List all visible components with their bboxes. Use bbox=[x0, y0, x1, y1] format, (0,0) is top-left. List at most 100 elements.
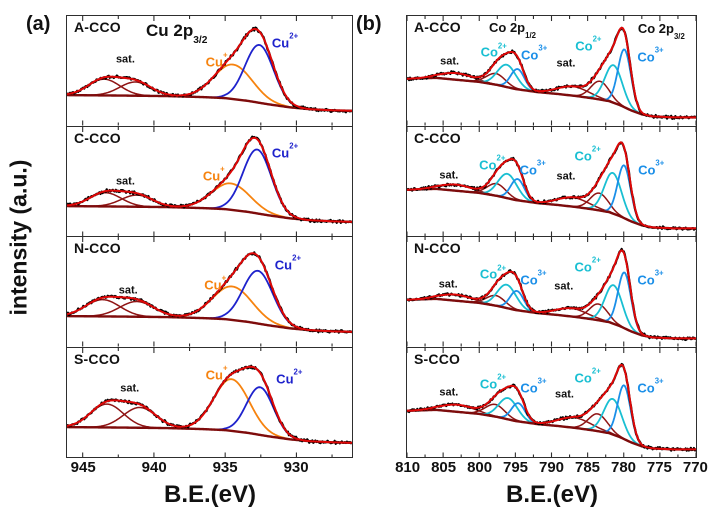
spectrum-svg bbox=[67, 126, 352, 236]
satellite-label: sat. bbox=[120, 382, 140, 395]
sample-label: N-CCO bbox=[74, 240, 121, 256]
x-tick-label: 810 bbox=[395, 459, 421, 476]
x-tick-label: 775 bbox=[646, 459, 672, 476]
satellite-peak-curve bbox=[407, 298, 696, 340]
co2-plus-label: Co2+ bbox=[480, 40, 507, 61]
satellite-label: sat. bbox=[555, 388, 574, 401]
x-tick-label: 785 bbox=[574, 459, 601, 476]
cu-plus-label: Cu+ bbox=[205, 363, 228, 383]
background-curve bbox=[407, 187, 696, 230]
co2-plus-label: Co2+ bbox=[479, 372, 507, 392]
satellite-peak-curve bbox=[407, 294, 696, 340]
axis-ticks bbox=[82, 16, 333, 126]
axis-ticks bbox=[407, 126, 696, 236]
x-axis-label-a: B.E.(eV) bbox=[163, 481, 257, 508]
region-title-co2p32: Co 2p3/2 bbox=[637, 20, 685, 41]
satellite-label: sat. bbox=[118, 284, 138, 297]
fit-envelope-curve bbox=[407, 140, 696, 229]
experimental-data-curve bbox=[67, 251, 352, 334]
axis-ticks bbox=[82, 237, 333, 347]
fit-envelope-curve bbox=[407, 26, 696, 119]
subplot-b-c-cco: C-CCO sat. Co2+ Co3+ sat. Co2+ Co3+ bbox=[407, 126, 696, 237]
cu-plus-peak-curve bbox=[67, 63, 352, 112]
cu-plus-label: Cu+ bbox=[204, 273, 227, 293]
axis-ticks bbox=[82, 126, 333, 236]
spectrum-svg bbox=[407, 126, 696, 236]
co3-plus-label: Co3+ bbox=[520, 376, 547, 396]
co3-plus-label: Co3+ bbox=[637, 268, 664, 288]
experimental-data-curve bbox=[407, 140, 696, 231]
co2-plus-peak-curve bbox=[407, 397, 696, 450]
fit-envelope-curve bbox=[67, 252, 352, 333]
cu-plus-label: Cu+ bbox=[202, 164, 225, 184]
sample-label: C-CCO bbox=[74, 129, 121, 146]
region-title-co2p12: Co 2p1/2 bbox=[489, 19, 536, 40]
satellite-label: sat. bbox=[440, 55, 460, 68]
spectrum-svg bbox=[67, 16, 352, 126]
sample-label: S-CCO bbox=[74, 350, 121, 367]
y-axis-label: intensity (a.u.) bbox=[5, 159, 32, 316]
co3-plus-label: Co3+ bbox=[637, 376, 664, 396]
subplot-b-n-cco: N-CCO sat. Co2+ Co3+ sat. Co2+ Co3+ bbox=[407, 237, 696, 348]
satellite-label: sat. bbox=[115, 53, 135, 66]
panel-b-tag: (b) bbox=[356, 13, 382, 35]
satellite-peak-curve bbox=[407, 77, 696, 119]
sample-label: A-CCO bbox=[74, 19, 121, 35]
co3-plus-label: Co3+ bbox=[520, 268, 547, 288]
spectrum-svg bbox=[407, 237, 696, 347]
experimental-data-curve bbox=[67, 26, 352, 114]
fit-envelope-curve bbox=[407, 363, 696, 450]
x-tick-label: 800 bbox=[467, 459, 493, 476]
axis-ticks bbox=[407, 16, 696, 126]
spectrum-svg bbox=[407, 347, 696, 457]
sample-label: N-CCO bbox=[414, 240, 461, 256]
fit-envelope-curve bbox=[67, 365, 352, 444]
subplot-b-a-cco: A-CCO Co 2p1/2 Co 2p3/2 sat. Co2+ Co3+ sat. Co2… bbox=[407, 16, 696, 127]
x-tick-label: 780 bbox=[610, 459, 637, 476]
cu2-plus-label: Cu2+ bbox=[271, 141, 299, 161]
x-tick-label: 930 bbox=[283, 459, 309, 476]
cu2-plus-peak-curve bbox=[67, 385, 352, 444]
background-curve bbox=[407, 297, 696, 340]
sample-label: S-CCO bbox=[414, 350, 461, 367]
co2-plus-label: Co2+ bbox=[479, 262, 507, 283]
satellite-peak-curve bbox=[407, 187, 696, 229]
cu2-plus-peak-curve bbox=[67, 148, 352, 223]
satellite-label: sat. bbox=[438, 278, 458, 291]
co2-plus-label: Co2+ bbox=[479, 153, 506, 173]
satellite-label: sat. bbox=[556, 170, 576, 183]
satellite-peak-curve bbox=[407, 408, 696, 450]
background-curve bbox=[407, 76, 696, 119]
sample-label: A-CCO bbox=[414, 19, 461, 35]
satellite-peak-curve bbox=[67, 406, 352, 444]
co3-plus-label: Co3+ bbox=[519, 158, 546, 178]
co2-plus-label: Co2+ bbox=[574, 144, 601, 164]
subplot-a-n-cco: N-CCO sat. Cu+ Cu2+ bbox=[67, 237, 352, 348]
satellite-peak-curve bbox=[407, 298, 696, 340]
co3-plus-label: Co3+ bbox=[637, 44, 664, 65]
satellite-peak-curve bbox=[407, 77, 696, 119]
satellite-label: sat. bbox=[439, 386, 459, 399]
spectrum-svg bbox=[67, 347, 352, 457]
cu-plus-peak-curve bbox=[67, 285, 352, 333]
fit-envelope-curve bbox=[67, 136, 352, 223]
co2-plus-label: Co2+ bbox=[575, 34, 602, 55]
subplot-a-s-cco: S-CCO sat. Cu+ Cu2+ bbox=[67, 347, 352, 457]
satellite-label: sat. bbox=[439, 169, 459, 182]
background-curve bbox=[407, 408, 696, 451]
co2-plus-label: Co2+ bbox=[574, 366, 601, 386]
co3-plus-label: Co3+ bbox=[638, 158, 665, 178]
x-tick-label: 935 bbox=[212, 459, 238, 476]
co3-plus-label: Co3+ bbox=[521, 42, 548, 63]
subplot-b-s-cco: S-CCO sat. Co2+ Co3+ sat. Co2+ Co3+ bbox=[407, 347, 696, 457]
subplot-a-a-cco: A-CCO Cu 2p3/2 sat. Cu+ Cu2+ bbox=[67, 16, 352, 127]
panel-b-plot: A-CCO Co 2p1/2 Co 2p3/2 sat. Co2+ Co3+ sat. Co2… bbox=[406, 15, 697, 458]
panel-a-tag: (a) bbox=[26, 13, 51, 35]
satellite-label: sat. bbox=[115, 175, 135, 188]
spectrum-svg bbox=[67, 237, 352, 347]
axis-ticks bbox=[82, 347, 333, 457]
cu2-plus-label: Cu2+ bbox=[276, 367, 303, 387]
cu2-plus-label: Cu2+ bbox=[274, 253, 301, 274]
panel-a-plot: A-CCO Cu 2p3/2 sat. Cu+ Cu2+ C-CCO sat. Cu+ Cu2+… bbox=[66, 15, 353, 458]
